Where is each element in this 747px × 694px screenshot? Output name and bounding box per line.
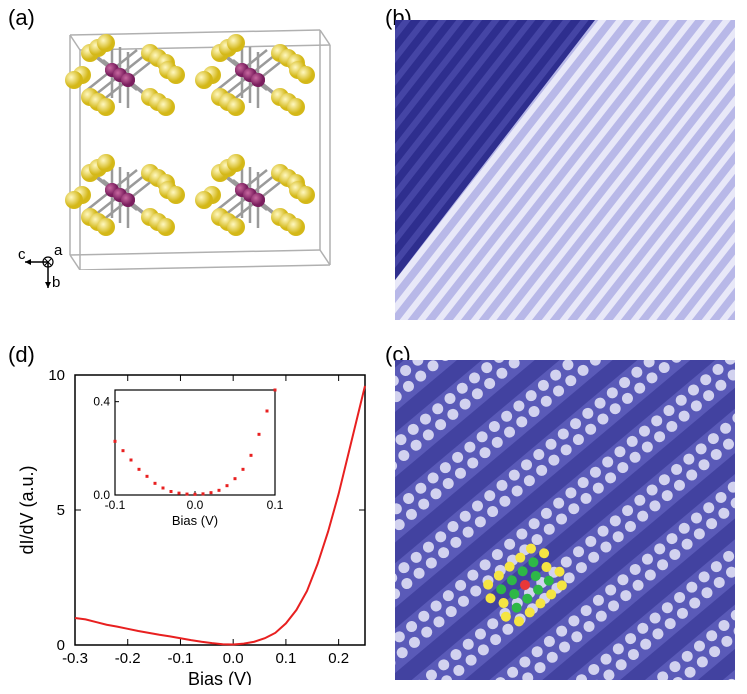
svg-text:0.4: 0.4 <box>93 395 110 409</box>
svg-text:0.2: 0.2 <box>328 650 349 667</box>
svg-text:0.0: 0.0 <box>223 650 244 667</box>
svg-text:5: 5 <box>57 502 65 519</box>
panel-a-crystal: c a b <box>20 15 350 295</box>
svg-text:dI/dV (a.u.): dI/dV (a.u.) <box>17 465 37 554</box>
spectrum-svg: -0.3 -0.2 -0.1 0.0 0.1 0.2 0 5 10 Bias (V) dI/dV (… <box>15 360 375 685</box>
panel-b-stm <box>395 20 735 320</box>
svg-text:-0.1: -0.1 <box>168 650 194 667</box>
axis-c-label: c <box>18 246 26 263</box>
axis-b-label: b <box>52 274 60 291</box>
panel-c-atomic <box>395 360 735 680</box>
svg-text:0.1: 0.1 <box>267 498 284 512</box>
svg-text:0.1: 0.1 <box>275 650 296 667</box>
axes-indicator: c a b <box>20 240 70 299</box>
svg-text:-0.3: -0.3 <box>62 650 88 667</box>
svg-text:Bias (V): Bias (V) <box>172 513 218 528</box>
panel-d-spectrum: -0.3 -0.2 -0.1 0.0 0.1 0.2 0 5 10 Bias (V) dI/dV (… <box>15 360 375 685</box>
svg-text:0.0: 0.0 <box>187 498 204 512</box>
svg-text:-0.2: -0.2 <box>115 650 141 667</box>
svg-text:0: 0 <box>57 637 65 654</box>
svg-text:0.0: 0.0 <box>93 488 110 502</box>
crystal-structure-svg <box>55 20 335 270</box>
panel-b-svg <box>395 20 735 320</box>
axis-a-label: a <box>54 242 62 259</box>
panel-c-svg <box>395 360 735 680</box>
svg-text:Bias (V): Bias (V) <box>188 669 252 685</box>
svg-text:10: 10 <box>48 367 65 384</box>
